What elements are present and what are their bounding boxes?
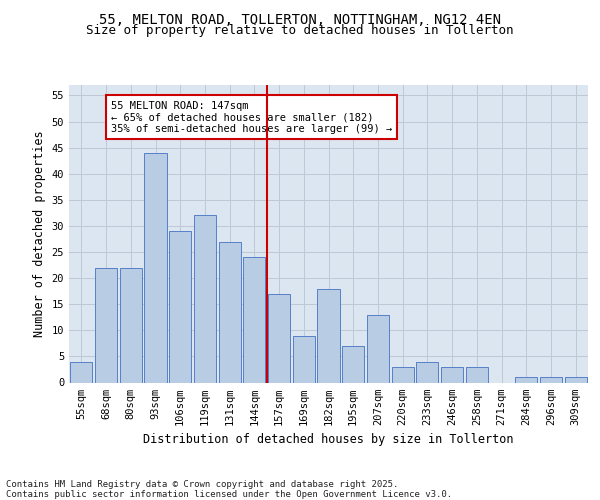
Bar [268,294,290,382]
Bar [565,378,587,382]
Text: Size of property relative to detached houses in Tollerton: Size of property relative to detached ho… [86,24,514,37]
Bar [540,378,562,382]
Bar [293,336,315,382]
Bar [392,367,414,382]
Bar [70,362,92,382]
Bar [194,216,216,382]
Bar [243,257,265,382]
Bar [317,288,340,382]
Y-axis label: Number of detached properties: Number of detached properties [33,130,46,337]
Text: 55, MELTON ROAD, TOLLERTON, NOTTINGHAM, NG12 4EN: 55, MELTON ROAD, TOLLERTON, NOTTINGHAM, … [99,12,501,26]
Bar [169,231,191,382]
Bar [515,378,538,382]
Bar [466,367,488,382]
Text: 55 MELTON ROAD: 147sqm
← 65% of detached houses are smaller (182)
35% of semi-de: 55 MELTON ROAD: 147sqm ← 65% of detached… [111,100,392,134]
Bar [95,268,117,382]
Bar [145,153,167,382]
Bar [367,314,389,382]
X-axis label: Distribution of detached houses by size in Tollerton: Distribution of detached houses by size … [143,433,514,446]
Bar [218,242,241,382]
Bar [342,346,364,383]
Bar [416,362,439,382]
Text: Contains HM Land Registry data © Crown copyright and database right 2025.
Contai: Contains HM Land Registry data © Crown c… [6,480,452,499]
Bar [441,367,463,382]
Bar [119,268,142,382]
